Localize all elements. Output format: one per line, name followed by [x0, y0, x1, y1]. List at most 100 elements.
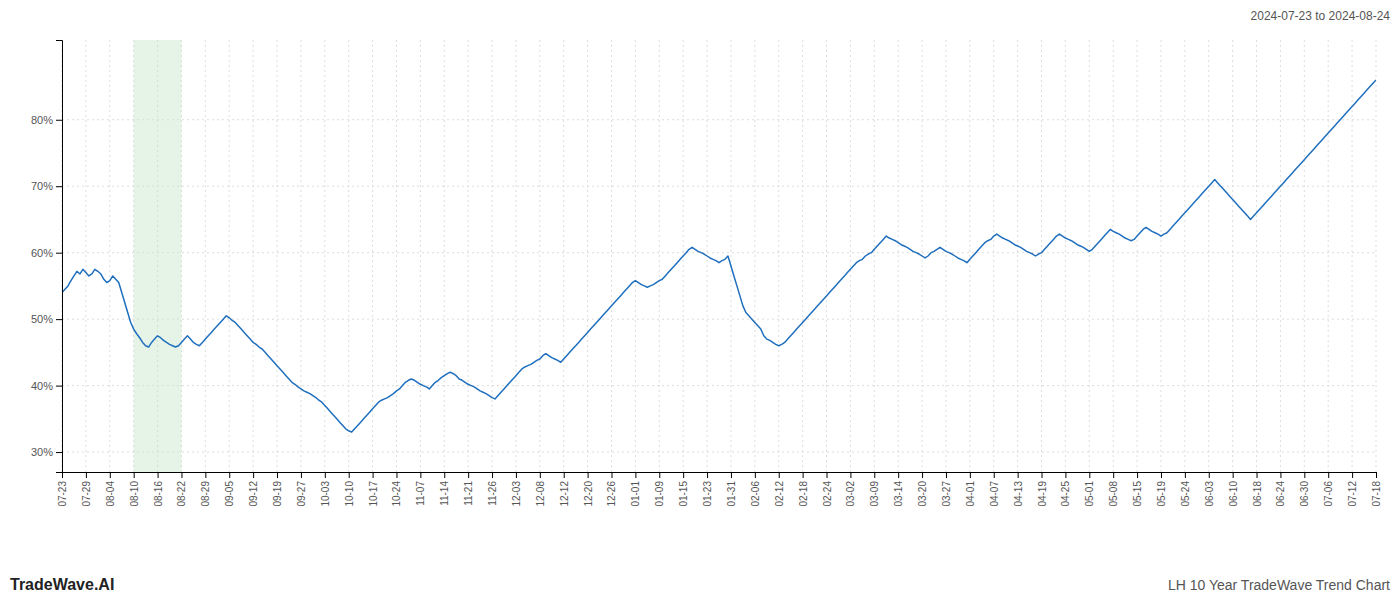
grid-line-y: [62, 252, 1376, 253]
x-tick-label: 08-10: [129, 481, 140, 507]
x-tick-label: 08-22: [176, 481, 187, 507]
trend-line: [62, 80, 1376, 432]
x-tick-label: 06-24: [1275, 481, 1286, 507]
x-tick: 06-18: [1252, 472, 1263, 507]
x-tick: 04-13: [1013, 472, 1024, 507]
x-tick-mark: [683, 472, 684, 478]
grid-line-x: [1065, 40, 1066, 472]
grid-line-x: [563, 40, 564, 472]
x-tick: 01-09: [654, 472, 665, 507]
x-tick-mark: [1257, 472, 1258, 478]
x-tick-mark: [110, 472, 111, 478]
x-tick-mark: [301, 472, 302, 478]
y-tick-mark: [56, 386, 62, 387]
x-tick-mark: [1018, 472, 1019, 478]
x-tick-label: 02-06: [750, 481, 761, 507]
y-tick: 80%: [31, 114, 62, 126]
x-tick-label: 12-03: [511, 481, 522, 507]
grid-line-x: [611, 40, 612, 472]
x-tick: 06-03: [1204, 472, 1215, 507]
x-tick-mark: [1161, 472, 1162, 478]
x-tick-label: 04-13: [1013, 481, 1024, 507]
x-tick-mark: [803, 472, 804, 478]
grid-line-x: [635, 40, 636, 472]
chart-container: 07-2307-2908-0408-1008-1608-2208-2909-05…: [0, 0, 1400, 600]
x-tick-mark: [850, 472, 851, 478]
x-tick-label: 12-12: [559, 481, 570, 507]
x-tick-label: 04-07: [989, 481, 1000, 507]
grid-line-x: [1256, 40, 1257, 472]
x-tick-label: 06-30: [1299, 481, 1310, 507]
x-tick-mark: [253, 472, 254, 478]
y-tick-mark: [56, 186, 62, 187]
x-tick-mark: [827, 472, 828, 478]
grid-line-x: [874, 40, 875, 472]
x-tick-mark: [540, 472, 541, 478]
grid-line-x: [396, 40, 397, 472]
x-tick-mark: [1233, 472, 1234, 478]
grid-line-x: [969, 40, 970, 472]
grid-line-x: [324, 40, 325, 472]
y-axis: 30%40%50%60%70%80%: [31, 41, 63, 473]
x-tick-mark: [1137, 472, 1138, 478]
x-tick-mark: [516, 472, 517, 478]
x-tick-mark: [325, 472, 326, 478]
plot-area: [62, 40, 1376, 472]
x-tick-label: 10-10: [344, 481, 355, 507]
x-tick-mark: [588, 472, 589, 478]
grid-line-x: [492, 40, 493, 472]
x-tick: 12-08: [535, 472, 546, 507]
x-tick: 08-29: [200, 472, 211, 507]
x-tick: 10-10: [344, 472, 355, 507]
x-tick-mark: [1042, 472, 1043, 478]
x-tick-mark: [229, 472, 230, 478]
x-tick-label: 05-15: [1132, 481, 1143, 507]
grid-line-x: [372, 40, 373, 472]
x-tick-label: 11-07: [415, 481, 426, 506]
x-tick: 04-19: [1037, 472, 1048, 507]
grid-line-x: [850, 40, 851, 472]
grid-line-x: [659, 40, 660, 472]
subtitle: 2024-07-23 to 2024-08-24: [1251, 9, 1391, 23]
x-tick: 07-18: [1371, 472, 1382, 507]
y-tick: 50%: [31, 313, 62, 325]
grid-line-x: [1280, 40, 1281, 472]
x-tick-label: 05-01: [1084, 481, 1095, 507]
x-tick: 10-24: [391, 472, 402, 507]
grid-line-x: [420, 40, 421, 472]
x-tick-mark: [1328, 472, 1329, 478]
grid-line-x: [1137, 40, 1138, 472]
grid-line-x: [277, 40, 278, 472]
grid-line-x: [348, 40, 349, 472]
x-tick: 01-15: [678, 472, 689, 507]
grid-line-x: [1017, 40, 1018, 472]
x-tick: 11-21: [463, 472, 474, 506]
x-tick: 08-10: [129, 472, 140, 507]
x-axis: 07-2307-2908-0408-1008-1608-2208-2909-05…: [57, 472, 1382, 507]
x-tick-mark: [1185, 472, 1186, 478]
x-tick-mark: [1209, 472, 1210, 478]
x-tick-label: 01-31: [726, 481, 737, 507]
x-tick: 11-07: [415, 472, 426, 506]
y-tick-mark: [56, 319, 62, 320]
grid-line-x: [730, 40, 731, 472]
x-tick-mark: [731, 472, 732, 478]
annotation: TradeWave.AI: [10, 576, 114, 593]
x-tick-mark: [611, 472, 612, 478]
x-tick-mark: [564, 472, 565, 478]
grid: [62, 40, 1376, 472]
x-tick-mark: [420, 472, 421, 478]
x-tick-label: 03-14: [893, 481, 904, 507]
x-tick-label: 06-03: [1204, 481, 1215, 507]
x-tick-mark: [86, 472, 87, 478]
x-tick: 03-20: [917, 472, 928, 507]
x-tick-label: 03-27: [941, 481, 952, 507]
x-tick-label: 09-19: [272, 481, 283, 507]
x-tick-label: 12-20: [583, 481, 594, 507]
x-tick-mark: [635, 472, 636, 478]
x-tick-label: 11-21: [463, 481, 474, 506]
x-tick-label: 09-05: [224, 481, 235, 507]
x-tick-label: 01-23: [702, 481, 713, 507]
title: LH 10 Year TradeWave Trend Chart: [1168, 577, 1390, 593]
x-tick: 07-06: [1323, 472, 1334, 507]
